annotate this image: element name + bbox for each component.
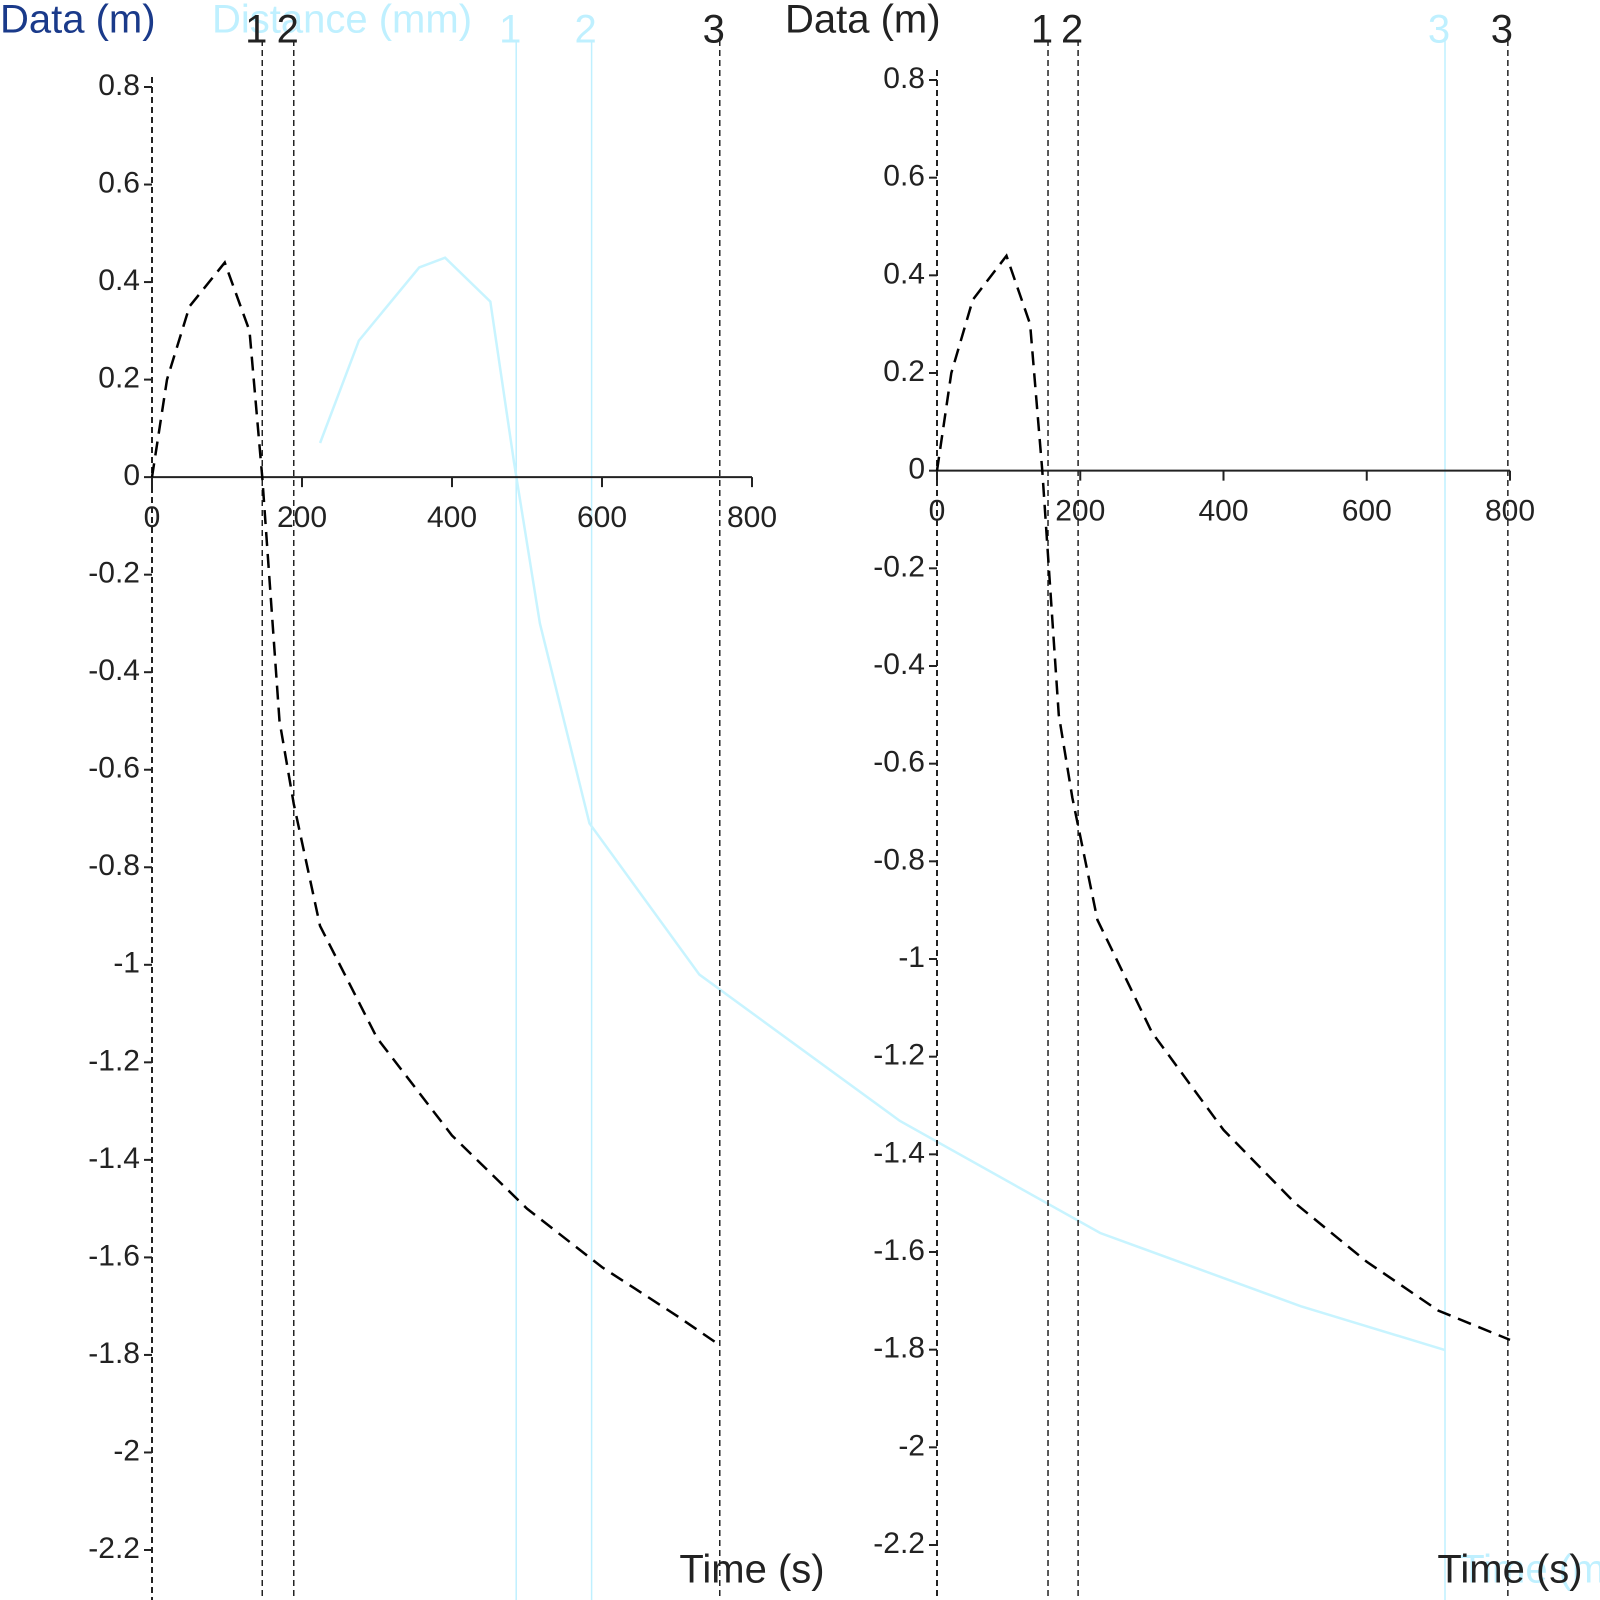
y-tick-label: -1 xyxy=(113,947,140,980)
marker-label: 3 xyxy=(1428,8,1450,52)
marker-label: 3 xyxy=(1491,8,1513,52)
y-tick-label: -0.4 xyxy=(873,648,925,681)
y-tick-label: -0.8 xyxy=(873,843,925,876)
x-tick-label: 800 xyxy=(1485,495,1535,528)
data-line xyxy=(318,256,1446,1352)
x-axis-label: Time (s) xyxy=(679,1548,824,1592)
y-tick-label: 0.6 xyxy=(98,166,140,199)
y-tick-label: -0.6 xyxy=(873,746,925,779)
y-tick-label: 0 xyxy=(908,453,925,486)
y-tick-label: -1.2 xyxy=(873,1039,925,1072)
y-tick-label: -1.2 xyxy=(88,1044,140,1077)
x-tick-label: 800 xyxy=(727,501,777,534)
data-line xyxy=(935,253,1511,1342)
y-tick-label: -1.4 xyxy=(88,1142,140,1175)
y-tick-label: -2 xyxy=(113,1434,140,1467)
chart-title: Distance (mm) xyxy=(212,0,472,42)
marker-label: 2 xyxy=(574,8,596,52)
y-tick-label: -2.2 xyxy=(873,1527,925,1560)
chart-title: Data (m) xyxy=(0,0,156,42)
y-tick-label: 0.2 xyxy=(98,362,140,395)
x-tick-label: 0 xyxy=(929,495,946,528)
y-tick-label: 0.8 xyxy=(98,69,140,102)
y-tick-label: 0.6 xyxy=(883,160,925,193)
x-axis-label: Time (s) xyxy=(1437,1548,1582,1592)
marker-label: 1 xyxy=(499,8,521,52)
y-tick-label: -0.8 xyxy=(88,849,140,882)
y-tick-label: -1.6 xyxy=(88,1239,140,1272)
x-tick-label: 0 xyxy=(144,501,161,534)
x-tick-label: 600 xyxy=(577,501,627,534)
x-axis-label: Time (min) xyxy=(1460,1548,1600,1592)
marker-label: 2 xyxy=(277,8,299,52)
x-tick-label: 400 xyxy=(427,501,477,534)
x-tick-label: 600 xyxy=(1342,495,1392,528)
y-tick-label: -0.2 xyxy=(88,557,140,590)
marker-label: 3 xyxy=(703,8,725,52)
data-line xyxy=(150,260,721,1347)
y-tick-label: -1.6 xyxy=(873,1234,925,1267)
chart-title: Data (m) xyxy=(785,0,941,42)
y-tick-label: -1.4 xyxy=(873,1136,925,1169)
x-tick-label: 400 xyxy=(1198,495,1248,528)
y-tick-label: -0.2 xyxy=(873,550,925,583)
marker-label: 2 xyxy=(1061,8,1083,52)
y-tick-label: -2 xyxy=(898,1429,925,1462)
y-tick-label: 0.4 xyxy=(98,264,140,297)
y-tick-label: -0.4 xyxy=(88,654,140,687)
marker-label: 1 xyxy=(245,8,267,52)
y-tick-label: -0.6 xyxy=(88,752,140,785)
y-tick-label: -1.8 xyxy=(873,1332,925,1365)
y-tick-label: -1 xyxy=(898,941,925,974)
y-tick-label: 0.4 xyxy=(883,257,925,290)
y-tick-label: 0.2 xyxy=(883,355,925,388)
marker-label: 1 xyxy=(1031,8,1053,52)
y-tick-label: 0 xyxy=(123,459,140,492)
x-tick-label: 200 xyxy=(277,501,327,534)
x-tick-label: 200 xyxy=(1055,495,1105,528)
y-tick-label: 0.8 xyxy=(883,62,925,95)
y-tick-label: -2.2 xyxy=(88,1532,140,1565)
y-tick-label: -1.8 xyxy=(88,1337,140,1370)
